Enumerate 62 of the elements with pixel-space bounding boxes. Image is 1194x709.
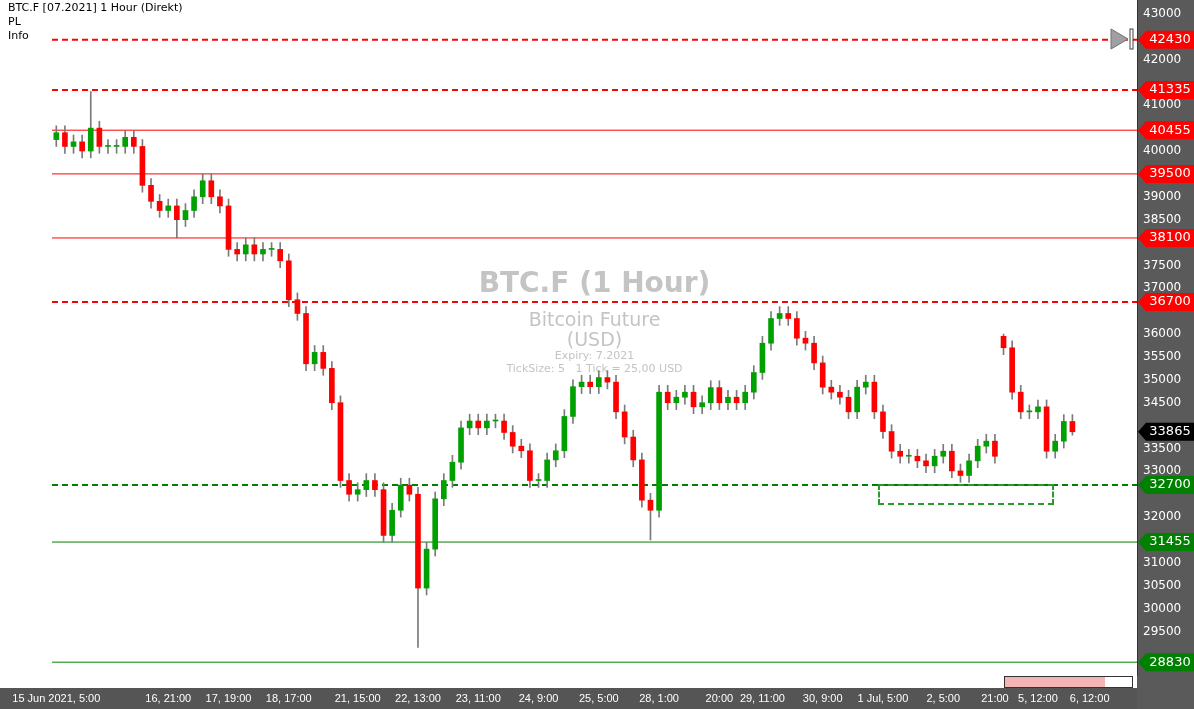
y-tick-label: 33500 [1143,440,1182,455]
text: PL [8,14,22,28]
x-tick-label: 29, 11:00 [739,691,785,704]
ref-line-label: 32700 [1149,476,1191,492]
annotation: Expiry: 7.2021 [554,348,635,362]
x-tick-label: 28, 1:00 [639,691,679,704]
x-tick-label: 24, 9:00 [518,691,559,704]
ref-line-label: 40455 [1149,121,1191,137]
x-tick-label: 17, 19:00 [205,691,252,704]
annotation: TickSize: 5 1 Tick = 25,00 USD [505,361,683,375]
y-tick-label: 30000 [1143,600,1182,615]
y-tick-label: 31000 [1143,555,1182,570]
x-tick-label: 21:00 [981,691,1009,704]
x-tick-label: 16, 21:00 [145,691,192,704]
ref-line-label: 38100 [1149,229,1191,245]
x-tick-label: 20:00 [705,691,734,704]
y-tick-label: 39000 [1143,188,1182,203]
x-tick-label: 6, 12:00 [1069,691,1110,704]
candlestick [260,242,266,262]
y-tick-label: 34500 [1143,394,1182,409]
ref-line-label: 31455 [1149,533,1191,549]
x-tick-label: 21, 15:00 [334,691,381,704]
candlestick [165,198,172,218]
text: Info [8,28,30,42]
candlestick [905,449,912,464]
ref-line-label: 39500 [1149,165,1191,181]
annotation: (USD) [566,327,623,350]
y-tick-label: 41000 [1143,97,1182,112]
x-tick-label: 2, 5:00 [926,691,961,704]
x-tick-label: 25, 5:00 [578,691,619,704]
candlestick [105,139,111,154]
candlestick [234,242,240,262]
y-tick-label: 43000 [1143,5,1182,20]
x-tick-label: 23, 11:00 [455,691,501,704]
ref-line-label: 42430 [1149,31,1191,47]
x-tick-label: 1 Jul, 5:00 [857,691,909,704]
y-tick-label: 36000 [1143,326,1182,341]
y-tick-label: 37500 [1143,257,1182,272]
text: Bitcoin Future [528,307,661,330]
text: BTC.F (1 Hour) [478,266,711,300]
y-tick-label: 29500 [1143,623,1182,638]
annotation: BTC.F [07.2021] 1 Hour (Direkt) [8,0,183,14]
x-tick-label: 22, 13:00 [395,691,441,704]
candlestick [518,438,525,458]
x-tick-label: 30, 9:00 [802,691,843,704]
x-tick-label: 15 Jun 2021, 5:00 [12,691,101,704]
x-tick-label: 5, 12:00 [1018,691,1058,704]
y-tick-label: 37000 [1143,280,1182,295]
y-tick-label: 38500 [1143,211,1182,226]
x-tick-label: 18, 17:00 [265,691,312,704]
y-tick-label: 30500 [1143,577,1182,592]
text: 33865 [1149,423,1191,439]
y-tick-label: 35500 [1143,349,1182,364]
y-tick-label: 40000 [1143,143,1182,158]
y-tick-label: 33000 [1143,463,1182,478]
ref-line-label: 41335 [1149,81,1191,97]
y-tick-label: 42000 [1143,51,1182,66]
ref-line-label: 28830 [1149,653,1191,669]
y-tick-label: 32000 [1143,509,1182,524]
ref-line-label: 36700 [1149,293,1191,309]
candlestick [587,374,594,394]
y-tick-label: 35000 [1143,371,1182,386]
